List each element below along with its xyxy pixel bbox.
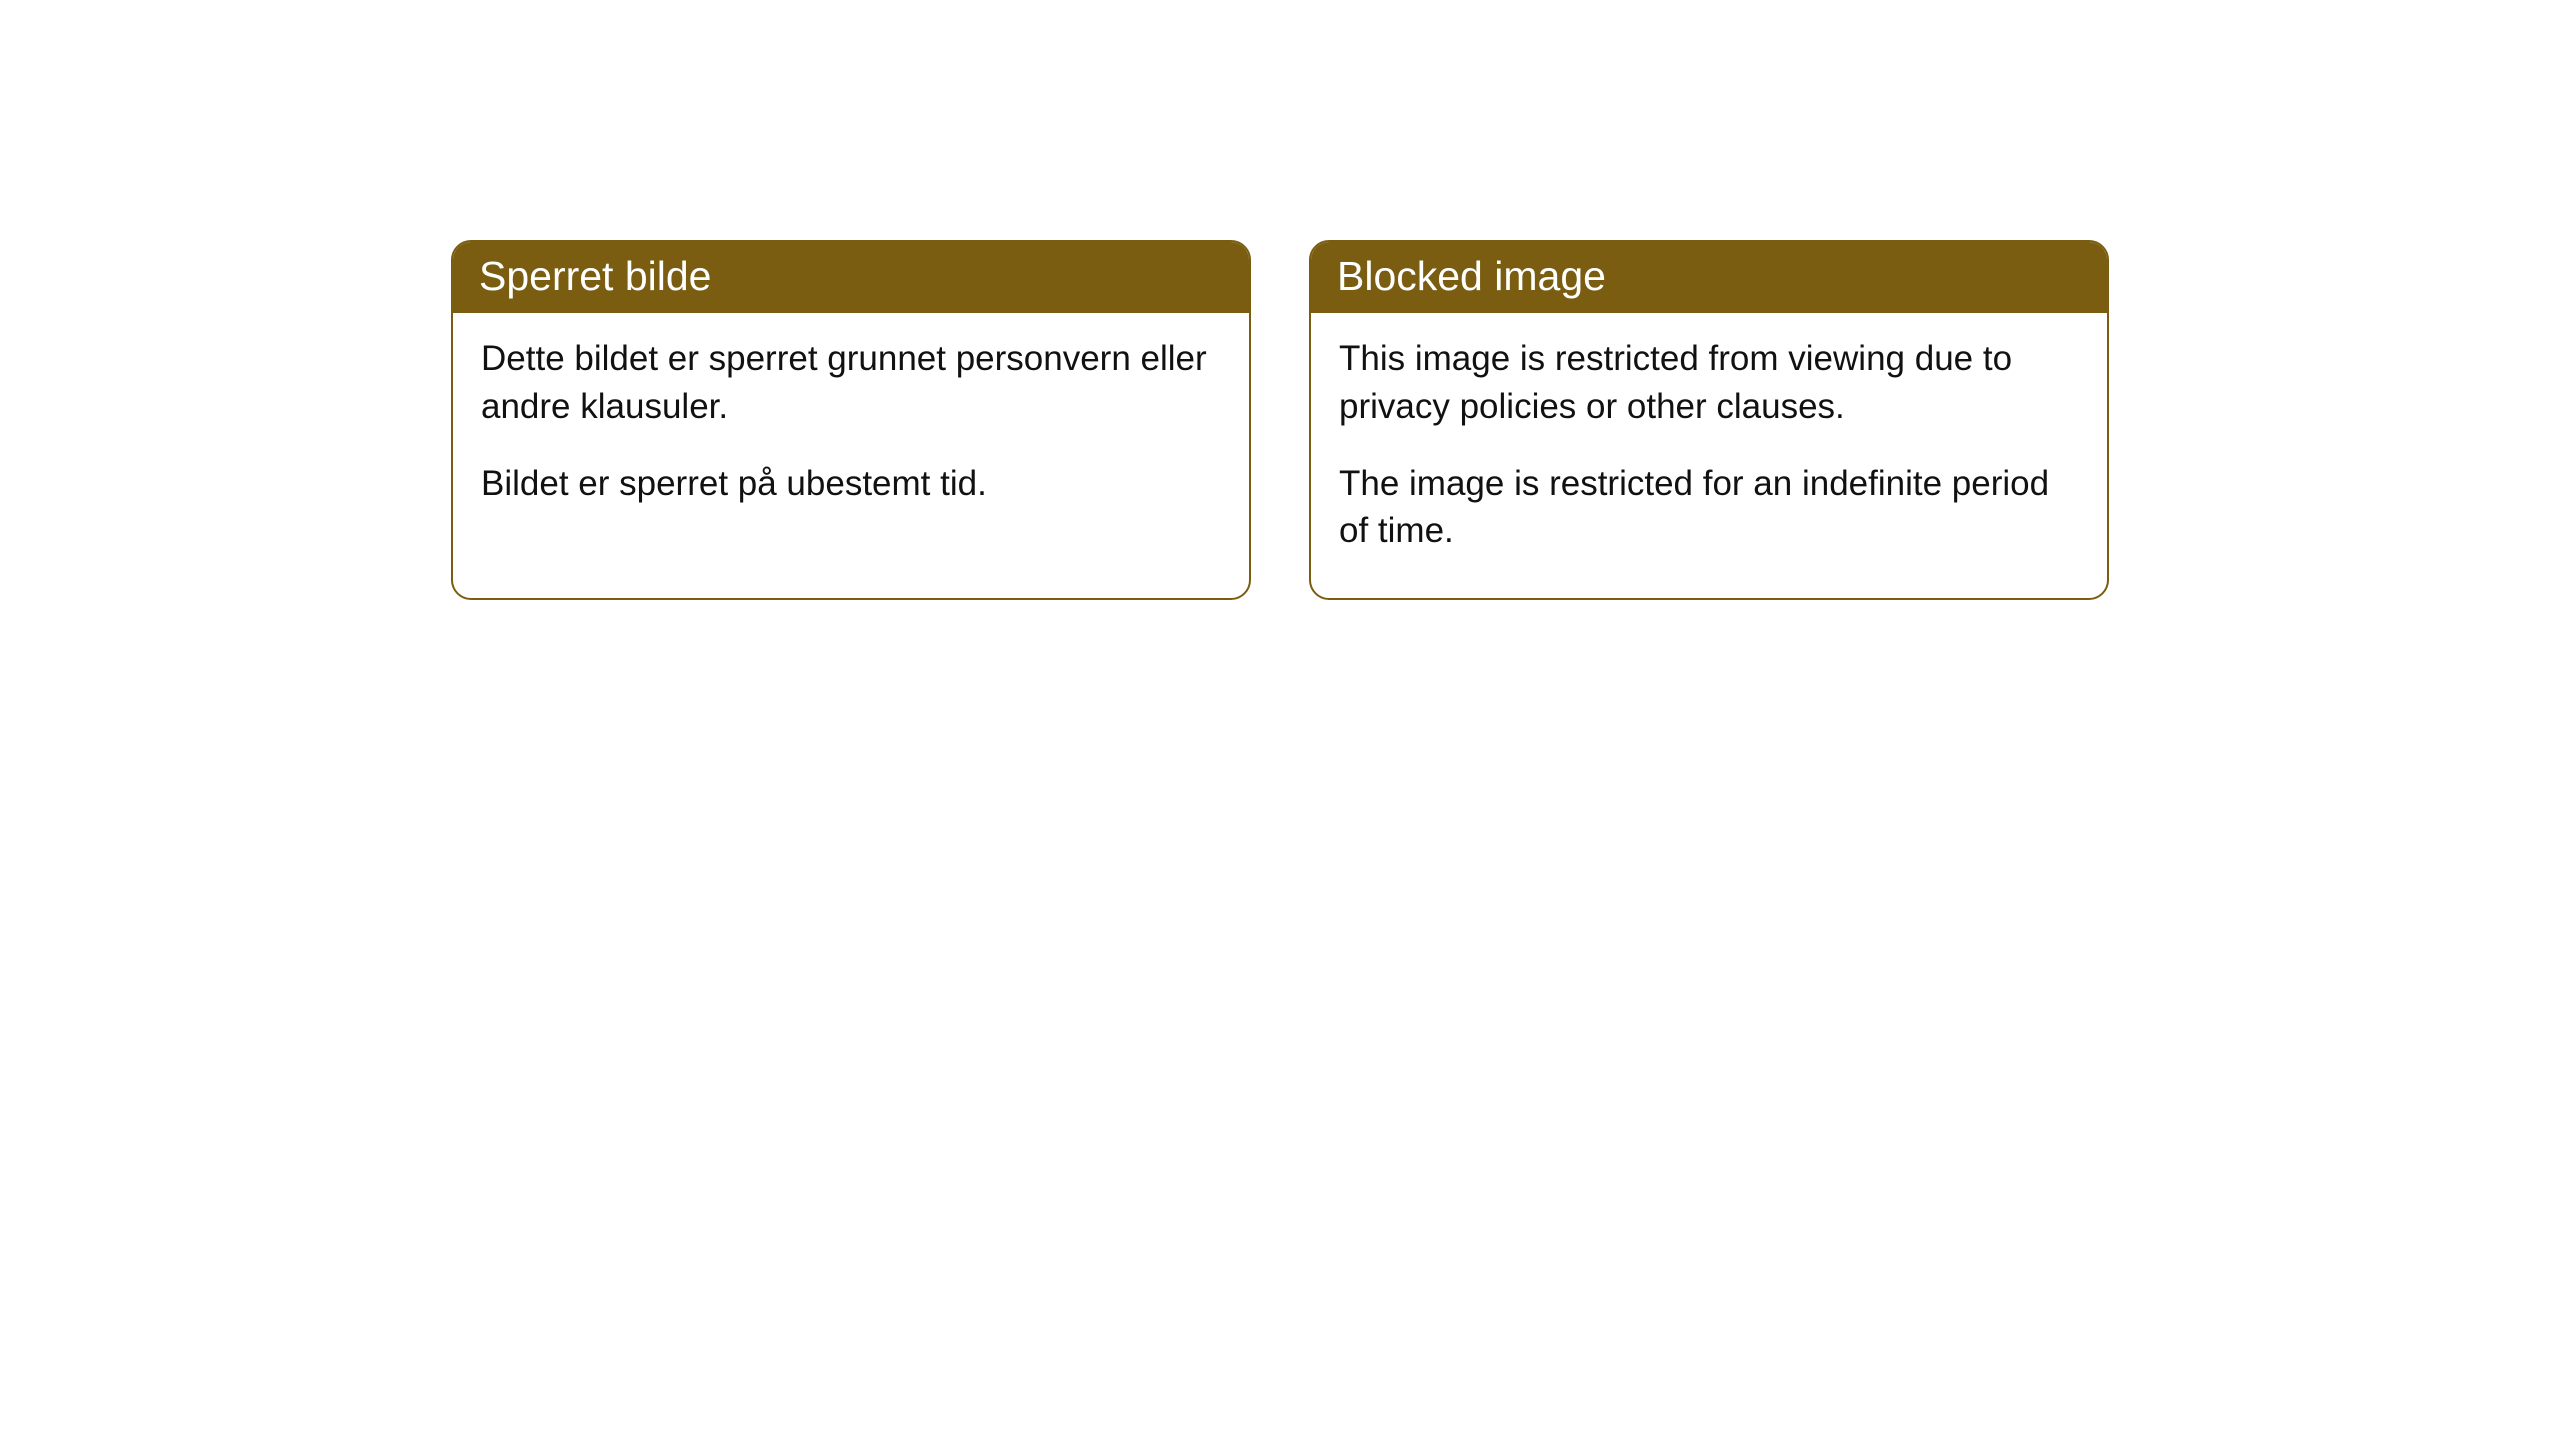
card-text-en-1: This image is restricted from viewing du…	[1339, 335, 2079, 430]
card-body-en: This image is restricted from viewing du…	[1311, 313, 2107, 598]
card-text-no-2: Bildet er sperret på ubestemt tid.	[481, 460, 1221, 507]
card-body-no: Dette bildet er sperret grunnet personve…	[453, 313, 1249, 551]
card-text-en-2: The image is restricted for an indefinit…	[1339, 460, 2079, 555]
card-text-no-1: Dette bildet er sperret grunnet personve…	[481, 335, 1221, 430]
blocked-image-card-en: Blocked image This image is restricted f…	[1309, 240, 2109, 600]
card-header-no: Sperret bilde	[453, 242, 1249, 313]
card-header-en: Blocked image	[1311, 242, 2107, 313]
cards-container: Sperret bilde Dette bildet er sperret gr…	[451, 240, 2109, 600]
blocked-image-card-no: Sperret bilde Dette bildet er sperret gr…	[451, 240, 1251, 600]
